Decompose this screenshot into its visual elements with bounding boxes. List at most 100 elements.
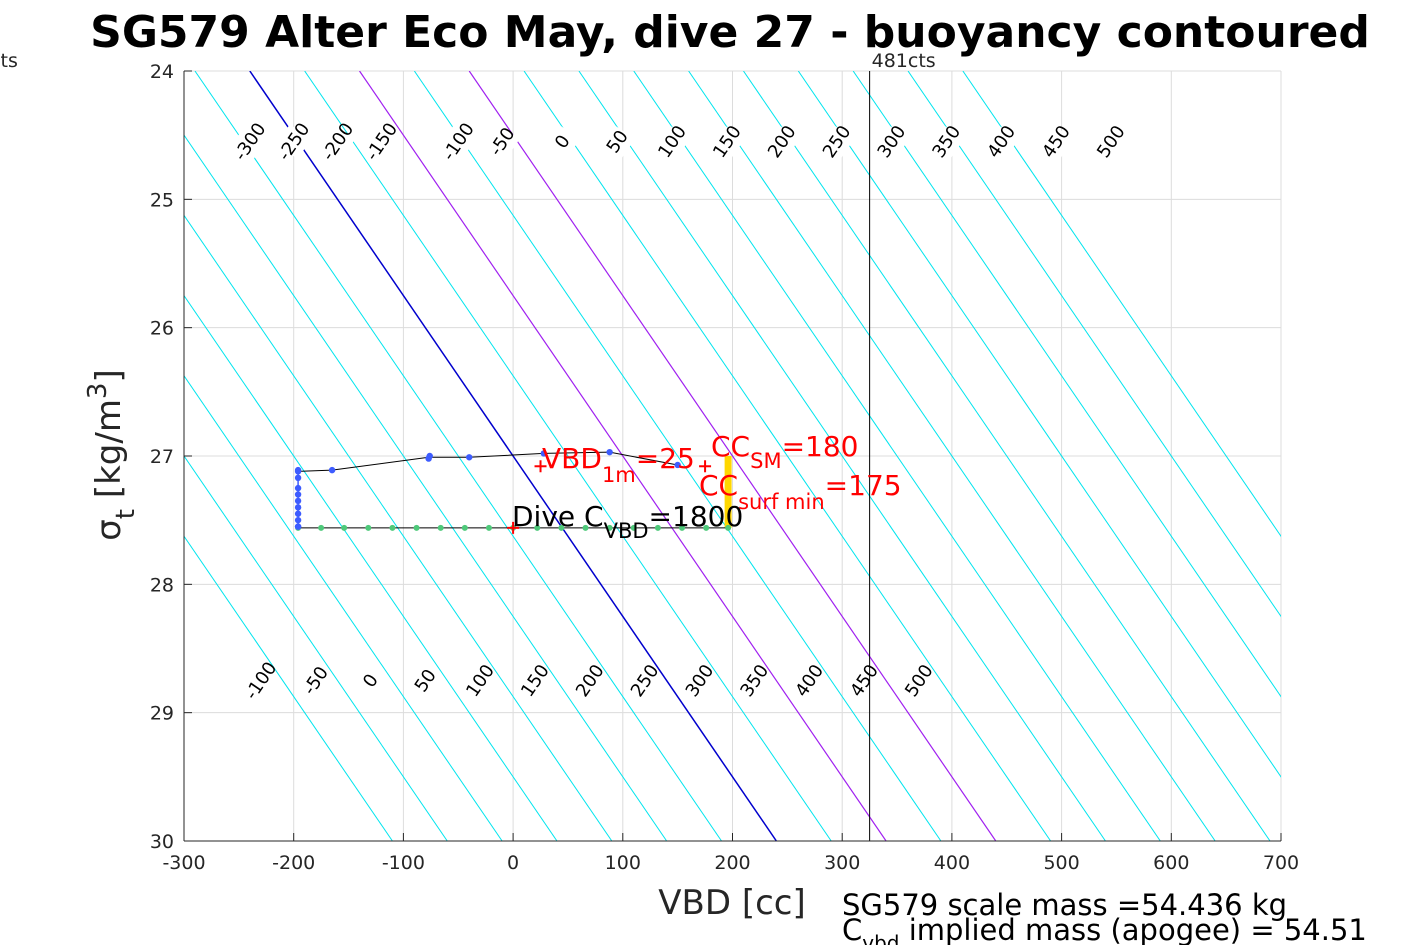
contour-line xyxy=(304,71,832,841)
footer-implied-sub: vbd xyxy=(862,931,899,945)
contour-label-bg xyxy=(874,124,910,159)
cc-surf-min-tail: =175 xyxy=(825,469,902,502)
contour-line xyxy=(413,71,942,841)
contour-line xyxy=(852,71,1281,698)
dive-point xyxy=(294,466,302,474)
data-series xyxy=(294,448,732,534)
contour-line xyxy=(184,214,613,841)
contour-line xyxy=(184,134,668,841)
x-tick-label: 400 xyxy=(934,852,970,874)
cc-surf-min-annotation: CCsurf min=175 xyxy=(699,469,902,514)
contour-line xyxy=(359,71,887,841)
dive-point xyxy=(540,450,548,457)
contour-label-bg xyxy=(544,124,580,159)
x-tick-label: 600 xyxy=(1153,852,1189,874)
contour-line xyxy=(523,71,1052,841)
climb-point xyxy=(630,524,637,531)
climb-point xyxy=(461,524,468,531)
y-tick-label: 25 xyxy=(150,189,174,211)
y-tick-label: 27 xyxy=(150,446,174,468)
x-tick-label: 0 xyxy=(507,852,519,874)
dive-point xyxy=(294,516,302,524)
footer-implied-tail: implied mass (apogee) = 54.51 xyxy=(899,913,1366,945)
y-axis-label: σt [kg/m3] xyxy=(83,369,141,541)
contour-label-bg xyxy=(764,124,800,159)
contour-label-bg xyxy=(232,124,268,159)
dive-point xyxy=(294,510,302,517)
x-axis-label: VBD [cc] xyxy=(658,883,806,923)
contour-line xyxy=(194,71,722,841)
chart-title: SG579 Alter Eco May, dive 27 - buoyancy … xyxy=(90,7,1370,58)
climb-point xyxy=(558,524,565,531)
dive-point xyxy=(674,461,681,469)
y-tick-label: 24 xyxy=(150,61,174,83)
dive-point xyxy=(426,452,433,460)
dive-c-vbd-main: Dive C xyxy=(512,500,604,533)
dive-point xyxy=(294,523,302,530)
climb-point xyxy=(679,524,686,531)
y-tick-label: 28 xyxy=(150,574,174,596)
contour-line xyxy=(907,71,1281,618)
climb-point xyxy=(703,524,710,531)
x-tick-label: -300 xyxy=(162,852,205,874)
contour-label-bg xyxy=(320,124,356,159)
contour-label-bg xyxy=(928,124,964,159)
y-tick-label: 30 xyxy=(150,831,174,853)
cc-sm-sub: SM xyxy=(750,449,781,473)
contour-label-bg xyxy=(1038,124,1074,159)
dive-point xyxy=(294,504,302,511)
contour-label-bg xyxy=(572,663,608,698)
cc-sm-tail: =180 xyxy=(782,430,859,463)
contour-line xyxy=(962,71,1281,538)
x-tick-label: 100 xyxy=(605,852,641,874)
x-tick-label: 200 xyxy=(714,852,750,874)
contour-line xyxy=(578,71,1106,841)
y-tick-label: 29 xyxy=(150,703,174,725)
contour-label-bg xyxy=(243,663,279,698)
x-tick-label: -100 xyxy=(382,852,425,874)
y-axis-label-close: ] xyxy=(89,369,129,382)
cc-surf-min-main: CC xyxy=(699,469,738,502)
dive-point xyxy=(466,454,473,461)
cc-surf-min-sub: surf min xyxy=(738,490,825,514)
dive-c-vbd-annotation: Dive CVBD=1800 xyxy=(512,500,743,543)
contour-line xyxy=(688,71,1216,841)
climb-point xyxy=(582,524,589,531)
contour-line xyxy=(249,71,777,841)
contour-label-bg xyxy=(983,124,1019,159)
dive-point xyxy=(294,474,302,482)
contour-label-bg xyxy=(484,124,520,159)
footer-implied-main: C xyxy=(842,913,862,945)
dive-point xyxy=(328,466,336,474)
cts-label: 481cts xyxy=(872,50,936,72)
climb-point xyxy=(365,524,372,531)
y-axis-label-sup: 3 xyxy=(83,383,113,400)
climb-point xyxy=(654,524,661,531)
contour-line xyxy=(184,535,393,841)
axes xyxy=(183,70,1282,842)
contour-label-bg xyxy=(736,663,772,698)
climb-point xyxy=(341,524,348,531)
dive-c-vbd-sub: VBD xyxy=(604,519,649,543)
cts-label: 1cts xyxy=(0,50,18,72)
vbd-1m-annotation: VBD1m=25 xyxy=(542,442,695,487)
climb-point xyxy=(437,524,444,531)
x-tick-labels: -300 -200 -100 0 100 200 300 400 500 600 700 xyxy=(162,852,1299,874)
dive-point xyxy=(294,491,302,498)
climb-point xyxy=(318,524,325,531)
footer-implied-mass: Cvbd implied mass (apogee) = 54.51 xyxy=(842,913,1367,945)
contour-label-bg xyxy=(901,663,937,698)
cc-sm-annotation: CCSM=180 xyxy=(711,430,858,473)
vbd-1m-tail: =25 xyxy=(636,442,695,475)
dive-point xyxy=(294,497,302,505)
contour-label-bg xyxy=(709,124,745,159)
contour-line xyxy=(633,71,1161,841)
contour-line xyxy=(797,71,1281,778)
y-tick-labels: 24 25 26 27 28 29 30 xyxy=(150,61,174,853)
contour-line xyxy=(184,455,448,841)
dive-c-vbd-tail: =1800 xyxy=(649,500,744,533)
climb-point xyxy=(485,524,492,531)
contour-label-bg xyxy=(407,663,443,698)
footer-scale-mass: SG579 scale mass =54.436 kg xyxy=(842,888,1287,922)
